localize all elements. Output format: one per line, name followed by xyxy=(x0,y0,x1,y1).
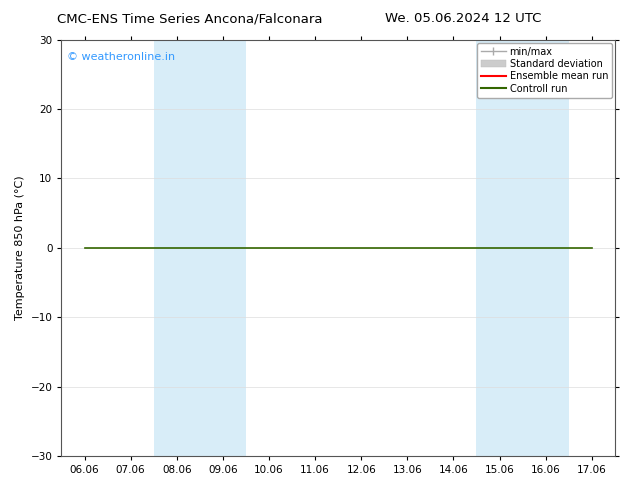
Bar xyxy=(153,40,246,456)
Bar xyxy=(477,40,569,456)
Legend: min/max, Standard deviation, Ensemble mean run, Controll run: min/max, Standard deviation, Ensemble me… xyxy=(477,43,612,98)
Text: CMC-ENS Time Series Ancona/Falconara: CMC-ENS Time Series Ancona/Falconara xyxy=(58,12,323,25)
Text: We. 05.06.2024 12 UTC: We. 05.06.2024 12 UTC xyxy=(385,12,541,25)
Y-axis label: Temperature 850 hPa (°C): Temperature 850 hPa (°C) xyxy=(15,175,25,320)
Text: © weatheronline.in: © weatheronline.in xyxy=(67,52,175,62)
